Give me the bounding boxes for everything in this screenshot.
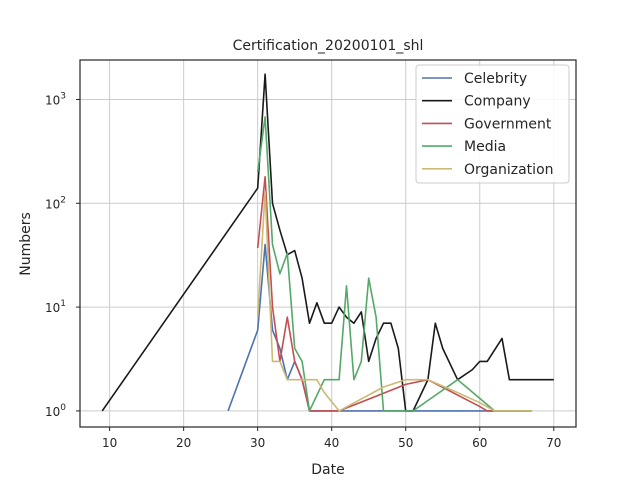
x-tick-label: 50	[398, 436, 413, 450]
chart-title: Certification_20200101_shl	[233, 38, 424, 54]
y-axis-ticks: 100 101 102 103	[45, 91, 80, 419]
x-tick-label: 60	[472, 436, 487, 450]
x-axis-ticks: 10 20 30 40 50 60 70	[102, 427, 561, 450]
series-line-company	[101, 73, 554, 412]
legend: Celebrity Company Government Media Organizat…	[415, 64, 570, 184]
series-layer	[101, 73, 554, 412]
legend-label-media: Media	[464, 139, 506, 155]
y-tick-label: 100	[45, 403, 66, 419]
legend-box	[415, 64, 570, 184]
y-axis-label: Numbers	[18, 212, 34, 276]
legend-label-government: Government	[464, 116, 552, 132]
x-tick-label: 10	[102, 436, 117, 450]
axes-frame	[79, 59, 577, 428]
legend-label-celebrity: Celebrity	[464, 71, 527, 87]
y-tick-label: 101	[45, 299, 66, 315]
y-tick-label: 103	[45, 91, 66, 107]
x-tick-label: 40	[324, 436, 339, 450]
x-axis-label: Date	[311, 462, 344, 478]
legend-label-organization: Organization	[464, 162, 554, 178]
y-tick-label: 102	[45, 195, 66, 211]
series-line-organization	[256, 190, 532, 412]
series-line-media	[256, 116, 532, 412]
legend-label-company: Company	[464, 94, 531, 110]
x-tick-label: 30	[250, 436, 265, 450]
x-tick-label: 70	[546, 436, 561, 450]
series-line-government	[256, 176, 532, 412]
x-tick-label: 20	[176, 436, 191, 450]
series-line-celebrity	[227, 243, 532, 412]
